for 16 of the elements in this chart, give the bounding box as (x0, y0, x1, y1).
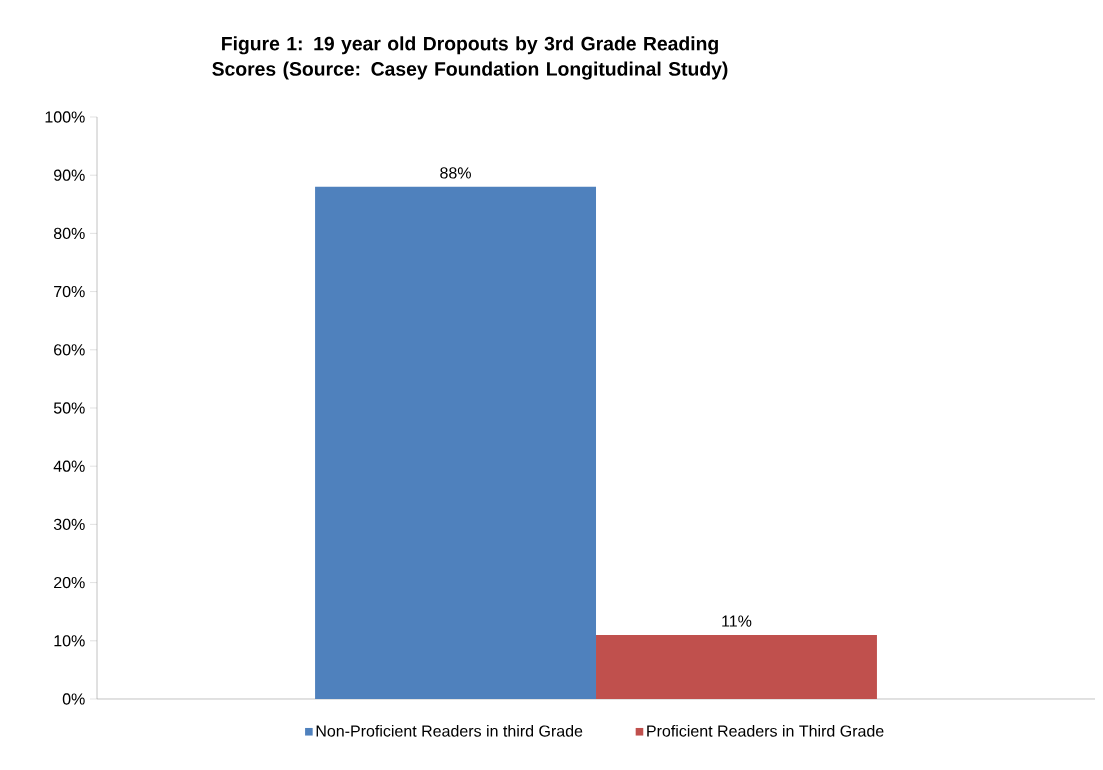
legend-label: Non-Proficient Readers in third Grade (316, 724, 583, 737)
y-tick-label: 90% (54, 169, 85, 181)
y-tick-label: 80% (53, 227, 85, 240)
y-tick-label: 60% (54, 344, 85, 356)
chart-title: Figure 1: 19 year old Dropouts by 3rd Grade Reading Scores (Source: Casey Foundation Longitudinal Study) (212, 36, 728, 80)
y-tick-label: 100% (45, 111, 85, 123)
y-tick-label: 40% (53, 460, 85, 472)
y-tick-label: 30% (53, 518, 85, 531)
data-label: 11% (722, 615, 752, 627)
y-tick-label: 70% (54, 285, 85, 298)
y-tick-label: 50% (53, 402, 85, 414)
data-label: 88% (440, 167, 471, 179)
legend-label: Proficient Readers in Third Grade (647, 724, 884, 737)
y-tick-label: 10% (54, 635, 85, 647)
y-tick-label: 20% (54, 576, 85, 589)
y-tick-label: 0% (62, 693, 85, 705)
